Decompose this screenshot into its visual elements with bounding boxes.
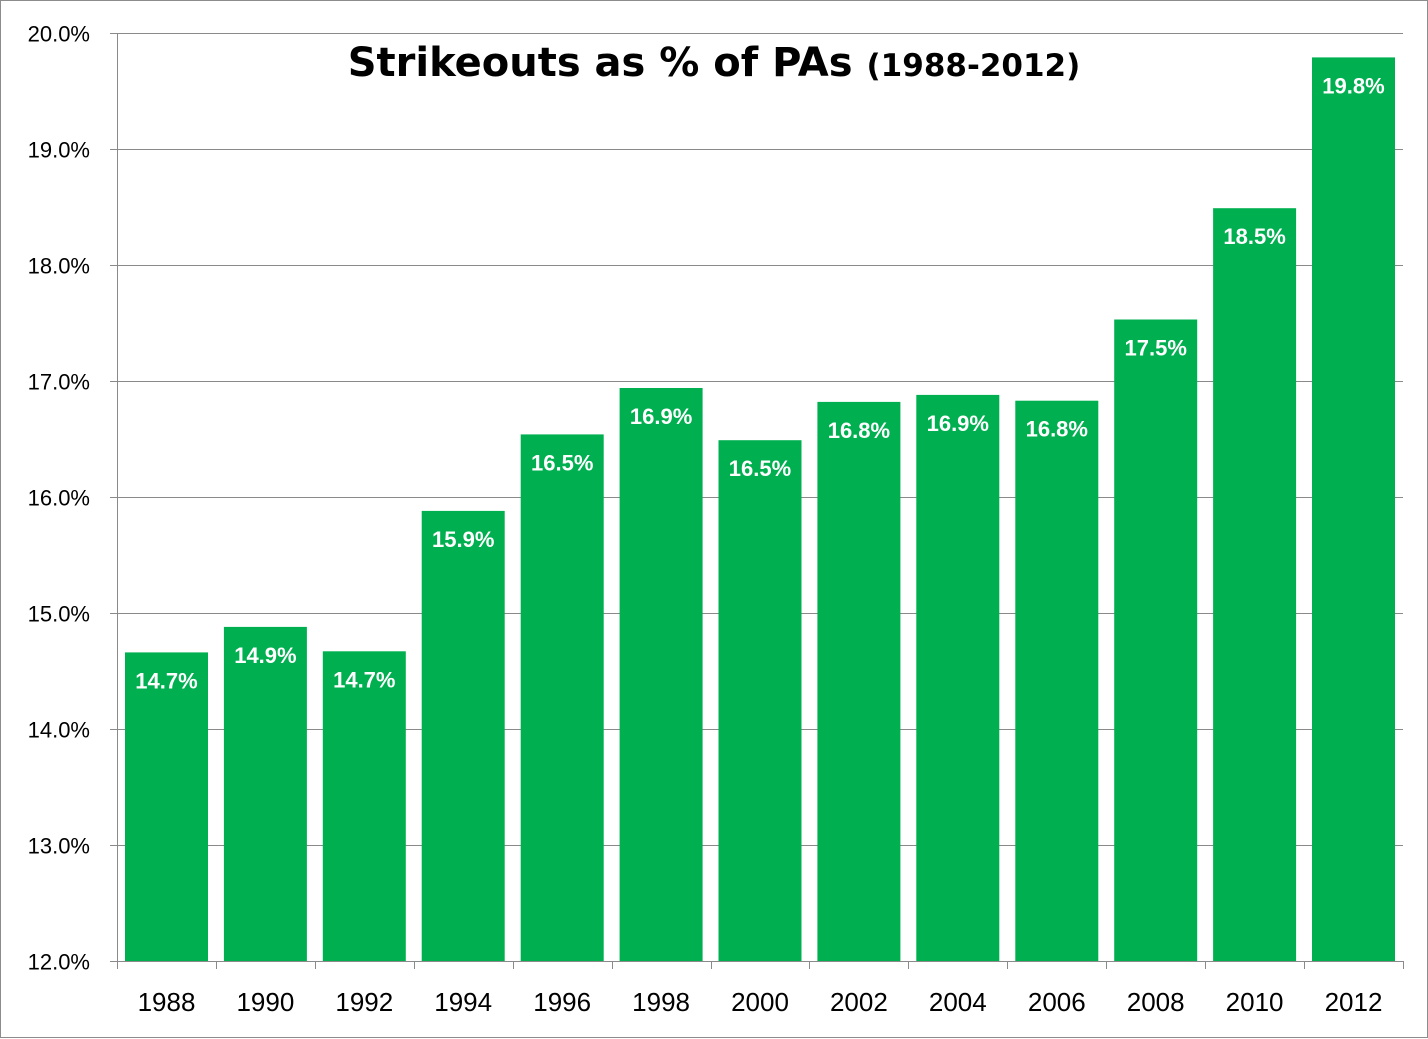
x-tick-label: 2002 <box>830 987 888 1017</box>
bar <box>916 394 1000 961</box>
bar <box>1213 208 1297 961</box>
bar <box>1312 57 1395 961</box>
bar <box>817 401 901 961</box>
data-label: 16.5% <box>729 456 791 481</box>
data-label: 18.5% <box>1223 224 1285 249</box>
x-tick-label: 2006 <box>1028 987 1086 1017</box>
data-label: 14.7% <box>135 668 197 693</box>
bar <box>520 434 604 961</box>
data-label: 16.8% <box>828 418 890 443</box>
y-tick-label: 13.0% <box>28 834 90 859</box>
data-label: 16.8% <box>1026 417 1088 442</box>
data-label: 17.5% <box>1125 336 1187 361</box>
bar <box>718 440 802 961</box>
x-tick-label: 1994 <box>434 987 492 1017</box>
x-axis: 1988 1990 1992 1994 1996 1998 2000 2002 2004 2006… <box>117 961 1404 1017</box>
x-tick-label: 1992 <box>335 987 393 1017</box>
bar <box>1015 400 1099 961</box>
x-tick-label: 2010 <box>1226 987 1284 1017</box>
chart-title-main: Strikeouts as % of PAs <box>348 40 853 86</box>
y-tick-label: 14.0% <box>28 718 90 743</box>
x-tick-label: 2004 <box>929 987 987 1017</box>
data-labels: 14.7% 14.9% 14.7% 15.9% 16.5% 16.9% 16.5% 16.8%… <box>135 73 1384 693</box>
y-tick-label: 16.0% <box>28 486 90 511</box>
data-label: 14.9% <box>234 643 296 668</box>
data-label: 15.9% <box>432 527 494 552</box>
data-label: 16.9% <box>927 411 989 436</box>
x-tick-label: 1998 <box>632 987 690 1017</box>
bar <box>1114 319 1198 961</box>
y-tick-label: 19.0% <box>28 138 90 163</box>
data-label: 16.9% <box>630 404 692 429</box>
data-label: 14.7% <box>333 667 395 692</box>
data-label: 16.5% <box>531 450 593 475</box>
bar <box>223 626 307 961</box>
x-tick-label: 2012 <box>1325 987 1383 1017</box>
y-tick-label: 18.0% <box>28 254 90 279</box>
x-tick-label: 1996 <box>533 987 591 1017</box>
bar <box>125 652 208 961</box>
y-tick-label: 17.0% <box>28 370 90 395</box>
y-tick-label: 15.0% <box>28 602 90 627</box>
data-label: 19.8% <box>1322 73 1384 98</box>
y-axis: 12.0% 13.0% 14.0% 15.0% 16.0% 17.0% 18.0% 19.0%… <box>28 22 118 975</box>
x-tick-label: 2008 <box>1127 987 1185 1017</box>
y-tick-label: 12.0% <box>28 950 90 975</box>
bar <box>322 651 406 961</box>
chart-title-sub: (1988-2012) <box>867 48 1081 84</box>
x-tick-label: 2000 <box>731 987 789 1017</box>
x-tick-label: 1990 <box>236 987 294 1017</box>
bar <box>421 510 505 961</box>
bar <box>619 388 703 961</box>
chart-title: Strikeouts as % of PAs (1988-2012) <box>348 40 1081 86</box>
bars <box>125 57 1395 961</box>
x-tick-label: 1988 <box>138 987 196 1017</box>
y-tick-label: 20.0% <box>28 22 90 47</box>
